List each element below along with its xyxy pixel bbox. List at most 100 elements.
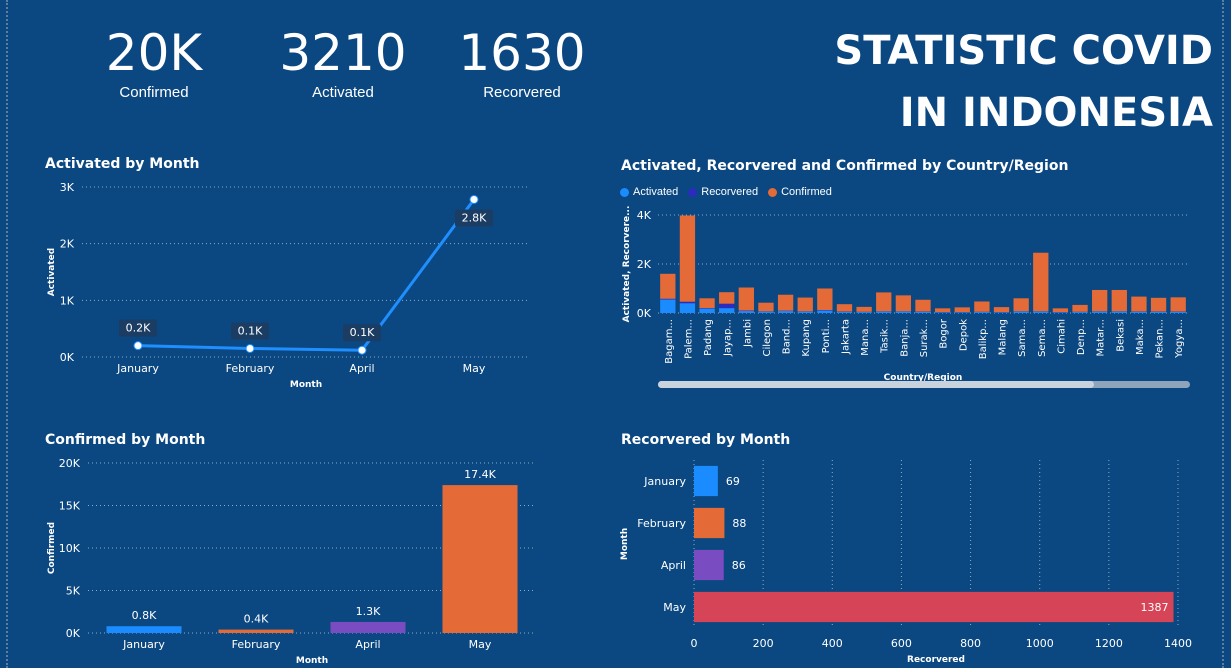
- data-label-bg: [343, 324, 381, 342]
- x-tick-label: Band...: [782, 319, 793, 354]
- confirmed-bar: [218, 629, 294, 633]
- x-axis-title: Month: [296, 656, 328, 666]
- bar-confirmed: [876, 292, 892, 312]
- bar-activated: [699, 308, 715, 313]
- x-tick-label: Cilegon: [762, 319, 773, 357]
- x-axis-title: Country/Region: [884, 373, 963, 383]
- bar-activated: [719, 308, 735, 313]
- y-tick-label: 0K: [60, 351, 75, 364]
- x-tick-label: Palem...: [683, 319, 694, 359]
- kpi-activated-value: 3210: [279, 24, 407, 82]
- bar-confirmed: [660, 273, 676, 299]
- data-label: 1387: [1141, 601, 1169, 614]
- bar-confirmed: [954, 307, 970, 313]
- x-tick-label: 200: [753, 637, 774, 650]
- data-label-bg: [455, 209, 493, 227]
- y-tick-label: 3K: [60, 181, 75, 194]
- data-label: 0.1K: [238, 325, 263, 338]
- bar-activated: [758, 311, 774, 313]
- bar-confirmed: [777, 294, 794, 311]
- data-point: [245, 344, 255, 353]
- confirmed-bar: [442, 485, 518, 633]
- region-chart-scrollbar[interactable]: [658, 381, 1190, 388]
- legend-confirmed[interactable]: Confirmed: [768, 186, 832, 198]
- legend-recorvered[interactable]: Recorvered: [688, 186, 758, 198]
- y-tick-label: 5K: [66, 585, 81, 598]
- x-tick-label: Surak...: [919, 319, 930, 357]
- x-tick-label: Sama...: [1017, 319, 1028, 357]
- x-tick-label: February: [226, 362, 275, 375]
- y-tick-label: 4K: [637, 209, 652, 222]
- region-chart-title: Activated, Recorvered and Confirmed by C…: [621, 158, 1069, 174]
- y-tick-label: 15K: [59, 500, 81, 513]
- bar-activated: [1150, 311, 1167, 313]
- activated-by-month-chart[interactable]: 0K 1K 2K 3K January February April May Month Acti…: [0, 150, 560, 390]
- data-point: [133, 341, 143, 351]
- x-tick-label: 0: [691, 637, 698, 650]
- data-label: 2.8K: [462, 211, 487, 224]
- confirmed-by-month-chart[interactable]: 0K 5K 10K 15K 20K Confirmed 0.8K January 0.4K Feb…: [0, 438, 560, 668]
- bar-confirmed: [1033, 252, 1049, 312]
- data-label: 86: [732, 559, 746, 572]
- kpi-confirmed-value: 20K: [105, 24, 203, 82]
- region-stacked-chart[interactable]: 0K 2K 4K Activated, Recorvere... Bagam... Pal…: [600, 200, 1220, 400]
- x-tick-label: Bekasi: [1115, 319, 1126, 352]
- bar-activated: [1170, 311, 1186, 313]
- bar-recorvered: [679, 301, 696, 304]
- kpi-recorvered-value: 1630: [458, 24, 586, 82]
- y-axis-title: Confirmed: [47, 522, 57, 574]
- bar-confirmed: [915, 299, 931, 312]
- kpi-recorvered-label: Recorvered: [483, 84, 561, 101]
- data-point: [357, 345, 367, 355]
- bar-activated: [1013, 311, 1029, 313]
- region-chart-legend[interactable]: Activated Recorvered Confirmed: [620, 186, 832, 198]
- recorvered-bar: [694, 465, 718, 497]
- x-tick-label: Padang: [703, 319, 714, 356]
- recorvered-bar: [694, 507, 725, 539]
- data-label-bg: [119, 319, 157, 337]
- page-title: STATISTIC COVID IN INDONESIA: [834, 28, 1213, 136]
- y-tick-label: May: [663, 601, 686, 614]
- x-tick-label: May: [469, 638, 492, 651]
- bar-activated: [856, 312, 872, 313]
- x-tick-label: Jambi: [742, 319, 753, 348]
- x-tick-label: Mana...: [860, 319, 871, 356]
- bar-confirmed: [817, 288, 833, 311]
- recorvered-by-month-chart[interactable]: 0 200 400 600 800 1000 1200 1400 Recorvered Month…: [600, 438, 1210, 668]
- bar-confirmed: [1111, 289, 1127, 312]
- legend-recorvered-dot: [688, 187, 698, 197]
- y-tick-label: 2K: [637, 258, 652, 271]
- bar-confirmed: [758, 302, 774, 312]
- bar-activated: [915, 311, 931, 313]
- x-tick-label: January: [122, 638, 165, 651]
- bar-confirmed: [974, 301, 990, 312]
- confirmed-bar: [330, 621, 406, 633]
- recorvered-by-month-title: Recorvered by Month: [621, 432, 791, 448]
- x-tick-label: 1200: [1095, 637, 1123, 650]
- frame-right-border: [1222, 0, 1224, 668]
- data-label: 17.4K: [464, 468, 496, 481]
- y-tick-label: April: [661, 559, 686, 572]
- bar-recorvered: [719, 303, 735, 309]
- x-tick-label: Tasik...: [880, 319, 891, 354]
- bar-activated: [876, 311, 892, 313]
- kpi-activated-card: 3210 Activated: [268, 24, 418, 101]
- data-label: 1.3K: [356, 605, 381, 618]
- bar-confirmed: [1170, 297, 1186, 312]
- bar-confirmed: [1013, 298, 1029, 312]
- region-chart-scroll-thumb[interactable]: [658, 381, 1094, 388]
- bar-confirmed: [719, 292, 735, 304]
- legend-activated[interactable]: Activated: [620, 186, 678, 198]
- bar-confirmed: [1072, 304, 1088, 312]
- x-tick-label: April: [349, 362, 374, 375]
- bar-confirmed: [836, 304, 853, 312]
- bar-confirmed: [1092, 289, 1108, 312]
- x-tick-label: May: [463, 362, 486, 375]
- x-tick-label: Bagam...: [664, 319, 675, 364]
- bar-activated: [836, 311, 853, 313]
- x-tick-label: Jakarta: [840, 319, 851, 355]
- bar-activated: [817, 310, 833, 313]
- bar-activated: [993, 312, 1010, 313]
- data-label: 88: [732, 517, 746, 530]
- data-label: 0.2K: [126, 322, 151, 335]
